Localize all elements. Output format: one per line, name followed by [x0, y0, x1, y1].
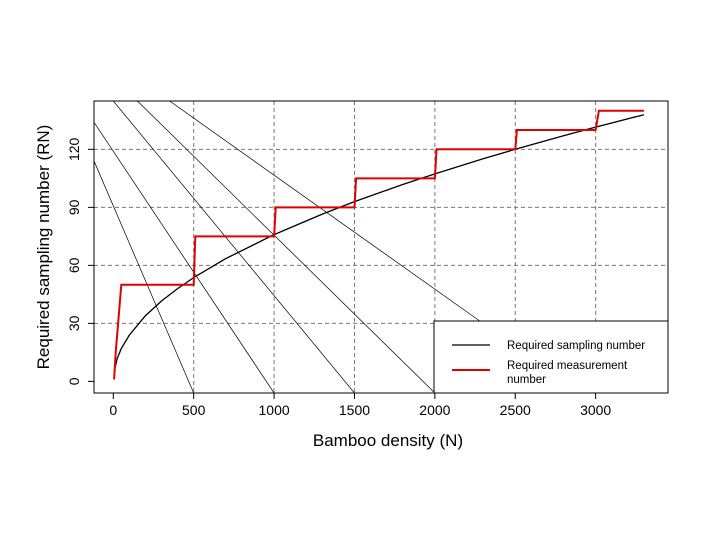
- x-axis: 0 500 1000 1500 2000 2500 3000: [109, 393, 611, 418]
- guide-line: [94, 122, 275, 393]
- legend-box: [433, 320, 669, 394]
- x-tick-label: 3000: [580, 402, 611, 418]
- guide-line: [113, 101, 355, 393]
- plot-frame: [93, 100, 669, 394]
- x-axis-title: Bamboo density (N): [313, 431, 463, 450]
- guide-line: [94, 160, 195, 393]
- y-axis-title: Required sampling number (RN): [34, 125, 53, 370]
- x-tick-label: 2500: [500, 402, 531, 418]
- y-tick-label: 30: [66, 315, 82, 331]
- x-tick-label: 1500: [339, 402, 370, 418]
- y-axis: 0 30 60 90 120: [66, 137, 94, 385]
- x-tick-label: 1000: [259, 402, 290, 418]
- y-tick-label: 90: [66, 199, 82, 215]
- x-tick-label: 500: [182, 402, 206, 418]
- legend: Required sampling number Required measur…: [433, 320, 669, 394]
- y-tick-label: 60: [66, 257, 82, 273]
- y-tick-label: 120: [66, 137, 82, 161]
- legend-label-measurement-line2: number: [507, 374, 546, 386]
- series-line-measurement: [113, 109, 644, 380]
- x-tick-label: 0: [109, 402, 117, 418]
- guide-line: [137, 101, 436, 393]
- x-tick-label: 2000: [419, 402, 450, 418]
- y-tick-label: 0: [66, 377, 82, 385]
- series-layer: [113, 109, 645, 380]
- legend-label-sampling: Required sampling number: [507, 340, 645, 352]
- guide-lines: [94, 101, 484, 393]
- legend-label-measurement-line1: Required measurement: [507, 360, 628, 372]
